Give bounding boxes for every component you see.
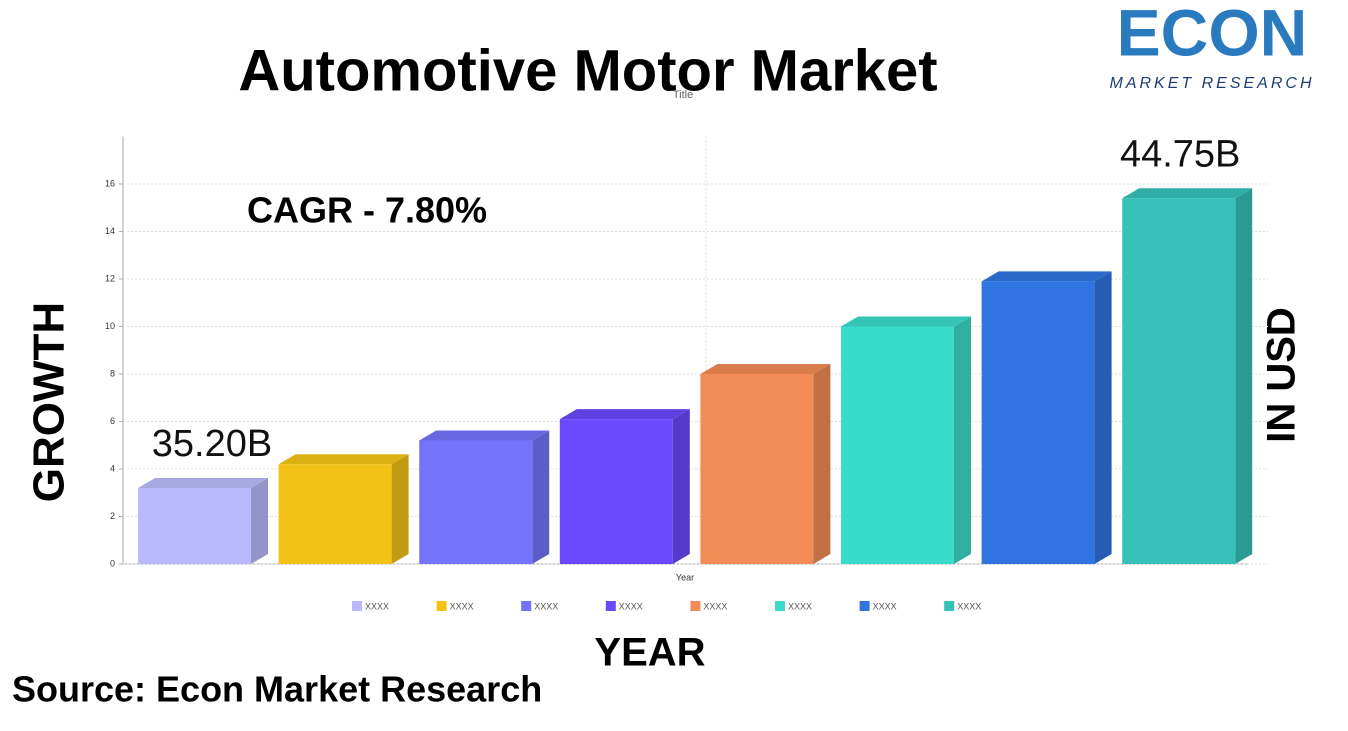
bar — [1122, 198, 1236, 564]
y-tick-label: 10 — [105, 321, 115, 331]
value-callout: 35.20B — [152, 423, 272, 465]
y-axis-label: GROWTH — [25, 302, 74, 502]
bar — [138, 488, 251, 564]
bar-side — [391, 454, 409, 564]
bar-top — [278, 454, 409, 465]
y2-axis-label: IN USD — [1260, 307, 1304, 443]
bar-top — [981, 271, 1112, 282]
bar-side — [813, 364, 831, 564]
bar-top — [138, 478, 268, 488]
y-tick-label: 16 — [105, 178, 115, 188]
legend-label: XXXX — [957, 601, 981, 611]
y-tick-label: 2 — [110, 511, 115, 521]
bar-top — [700, 364, 831, 374]
legend-swatch — [352, 601, 362, 611]
x-axis-label: Year — [676, 572, 694, 582]
legend-label: XXXX — [365, 601, 389, 611]
bar — [700, 374, 814, 564]
legend-swatch — [605, 601, 616, 611]
cagr-annotation: CAGR - 7.80% — [247, 190, 487, 231]
bar-side — [954, 316, 971, 564]
legend-label: XXXX — [619, 601, 643, 611]
legend-label: XXXX — [703, 601, 727, 611]
chart-subtitle: Title — [673, 89, 693, 101]
y-tick-label: 6 — [110, 416, 115, 426]
bar — [981, 281, 1095, 564]
legend-swatch — [690, 601, 701, 611]
y-tick-label: 4 — [110, 463, 115, 473]
bar-top — [1122, 188, 1253, 199]
legend-swatch — [944, 601, 955, 611]
legend-label: XXXX — [450, 601, 474, 611]
bar-top — [559, 409, 690, 420]
legend-swatch — [775, 601, 785, 611]
y-tick-label: 14 — [105, 226, 115, 236]
legend-swatch — [436, 601, 447, 611]
bar — [278, 464, 392, 564]
legend-label: XXXX — [534, 601, 558, 611]
legend-label: XXXX — [788, 601, 812, 611]
legend-label: XXXX — [873, 601, 897, 611]
bar-top — [419, 430, 550, 441]
bar-side — [672, 409, 690, 564]
chart-title: Automotive Motor Market — [238, 38, 937, 103]
bar-side — [1094, 271, 1112, 564]
logo-tagline: MARKET RESEARCH — [1109, 75, 1314, 92]
legend-swatch — [521, 601, 532, 611]
bar-side — [251, 478, 268, 564]
source: Source: Econ Market Research — [12, 669, 542, 710]
y-tick-label: 0 — [110, 558, 115, 568]
value-callout: 44.75B — [1120, 133, 1240, 175]
bar-top — [841, 316, 971, 327]
y-tick-label: 8 — [110, 368, 115, 378]
logo-name: ECON — [1117, 0, 1308, 69]
bar — [559, 419, 673, 564]
footer-label: YEAR — [594, 631, 705, 675]
y-tick-label: 12 — [105, 273, 115, 283]
legend-swatch — [859, 601, 870, 611]
bar-side — [1235, 188, 1253, 564]
bar — [841, 326, 954, 564]
bar — [419, 440, 533, 564]
bar-side — [532, 430, 550, 564]
